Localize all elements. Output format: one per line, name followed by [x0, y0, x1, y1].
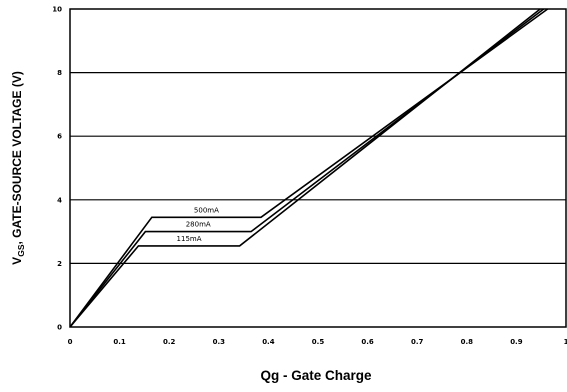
y-axis-label-main: V	[10, 257, 24, 265]
x-tick-label-0.8: 0.8	[461, 338, 474, 346]
series-label-280mA: 280mA	[186, 221, 211, 229]
series-label-115mA: 115mA	[177, 235, 202, 243]
y-axis-label-rest: , GATE-SOURCE VOLTAGE (V)	[10, 71, 24, 244]
x-tick-label-0.2: 0.2	[163, 338, 176, 346]
y-tick-label-4: 4	[57, 196, 62, 204]
y-tick-label-10: 10	[52, 6, 62, 14]
x-tick-label-0.5: 0.5	[312, 338, 325, 346]
series-lines	[69, 8, 549, 328]
x-tick-label-0: 0	[68, 338, 73, 346]
y-axis-label: VGS, GATE-SOURCE VOLTAGE (V)	[10, 71, 26, 265]
x-tick-labels: 0 0.1 0.2 0.3 0.4 0.5 0.6 0.7 0.8 0.9 1	[68, 338, 567, 346]
series-label-500mA: 500mA	[194, 206, 219, 214]
x-tick-label-1: 1	[564, 338, 567, 346]
x-tick-label-0.9: 0.9	[510, 338, 523, 346]
x-tick-label-0.3: 0.3	[213, 338, 226, 346]
series-labels: 500mA 280mA 115mA	[177, 206, 220, 243]
x-axis-label: Qg - Gate Charge	[260, 368, 372, 383]
y-tick-label-2: 2	[57, 260, 62, 268]
x-tick-label-0.7: 0.7	[411, 338, 424, 346]
gridlines	[70, 71, 566, 264]
y-tick-labels: 0 2 4 6 8 10	[52, 6, 62, 332]
y-tick-label-0: 0	[57, 324, 62, 332]
y-tick-label-8: 8	[57, 69, 62, 77]
series-line-280mA	[69, 8, 545, 328]
series-line-115mA	[69, 8, 541, 328]
plot-frame	[69, 8, 567, 328]
x-tick-label-0.6: 0.6	[361, 338, 374, 346]
series-line-500mA	[69, 8, 549, 328]
x-tick-label-0.1: 0.1	[113, 338, 126, 346]
x-tick-label-0.4: 0.4	[262, 338, 275, 346]
y-tick-label-6: 6	[57, 133, 62, 141]
y-axis-label-subscript: GS	[16, 244, 26, 257]
